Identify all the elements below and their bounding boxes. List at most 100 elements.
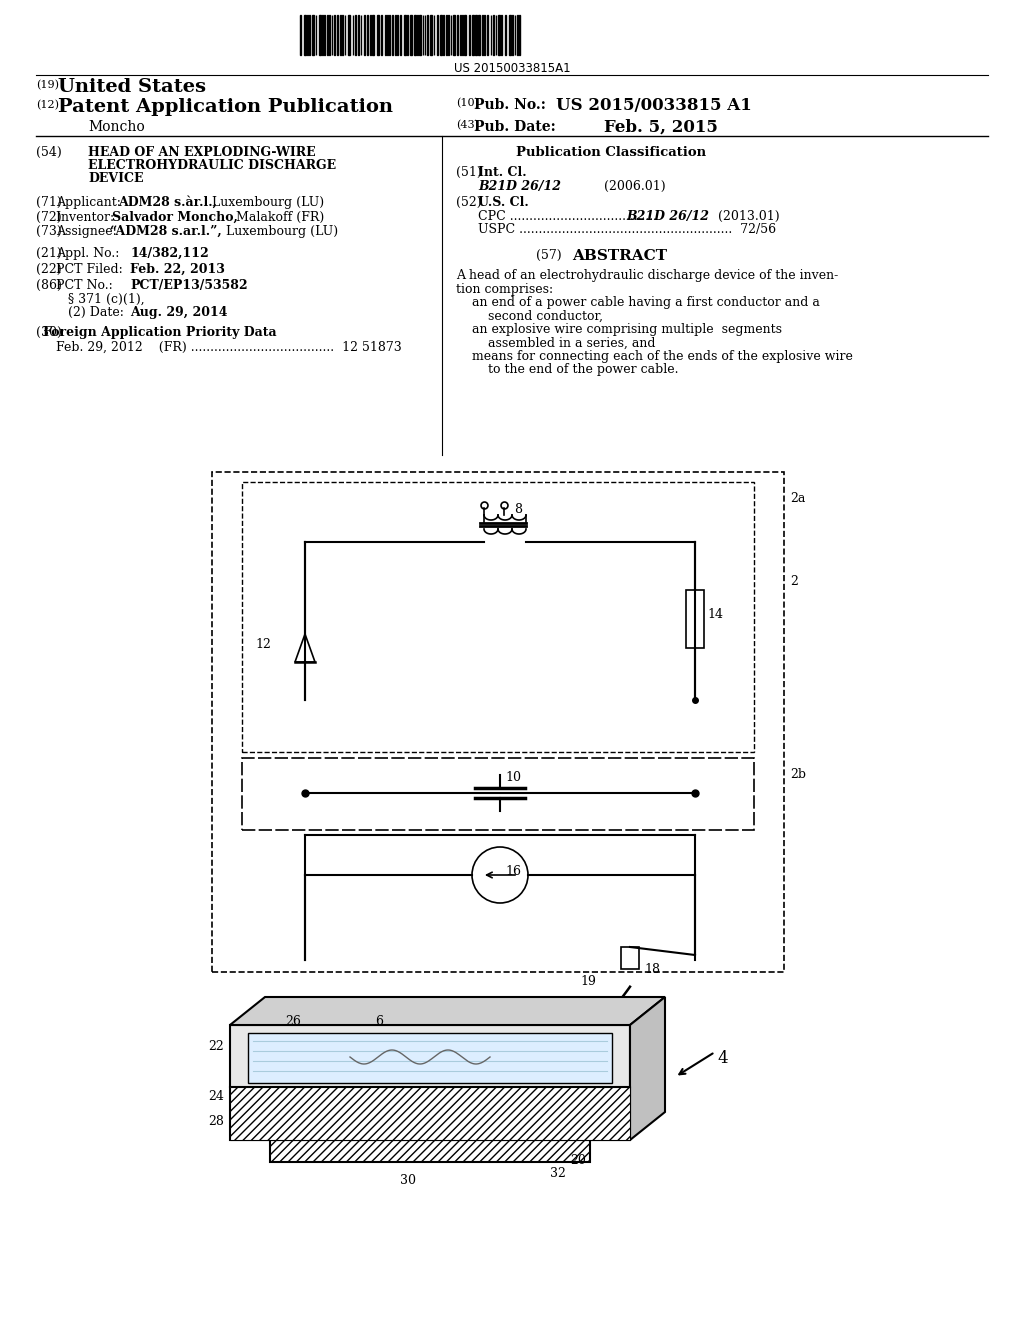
- Bar: [501, 15, 503, 55]
- Text: (73): (73): [36, 224, 61, 238]
- Bar: [340, 15, 341, 55]
- Bar: [472, 15, 474, 55]
- Text: 20: 20: [570, 1154, 586, 1167]
- Bar: [464, 15, 466, 55]
- Bar: [469, 15, 470, 55]
- Text: assembled in a series, and: assembled in a series, and: [456, 337, 655, 350]
- Text: 22: 22: [208, 1040, 224, 1053]
- Text: Feb. 5, 2015: Feb. 5, 2015: [604, 119, 718, 136]
- Text: A head of an electrohydraulic discharge device of the inven-: A head of an electrohydraulic discharge …: [456, 269, 839, 282]
- Text: ELECTROHYDRAULIC DISCHARGE: ELECTROHYDRAULIC DISCHARGE: [88, 158, 336, 172]
- Text: (2013.01): (2013.01): [714, 210, 779, 223]
- Text: Publication Classification: Publication Classification: [516, 147, 707, 158]
- Text: 4: 4: [717, 1049, 728, 1067]
- Text: 14/382,112: 14/382,112: [130, 247, 209, 260]
- Text: (2006.01): (2006.01): [604, 180, 666, 193]
- Bar: [377, 15, 379, 55]
- Bar: [304, 15, 306, 55]
- Bar: [486, 15, 488, 55]
- Text: 28: 28: [208, 1115, 224, 1129]
- Bar: [430, 15, 432, 55]
- Text: (43): (43): [456, 120, 479, 131]
- Text: 12: 12: [255, 638, 271, 651]
- Text: 6: 6: [375, 1015, 383, 1028]
- Text: Aug. 29, 2014: Aug. 29, 2014: [130, 306, 227, 319]
- Bar: [427, 15, 428, 55]
- Bar: [417, 15, 418, 55]
- Text: 2b: 2b: [790, 768, 806, 781]
- Bar: [312, 15, 313, 55]
- Bar: [319, 15, 322, 55]
- Text: Pub. No.:: Pub. No.:: [474, 98, 546, 112]
- Text: Luxembourg (LU): Luxembourg (LU): [222, 224, 338, 238]
- Bar: [327, 15, 328, 55]
- Polygon shape: [630, 997, 665, 1140]
- Text: Moncho: Moncho: [88, 120, 144, 135]
- Text: 2a: 2a: [790, 492, 805, 506]
- Text: (2) Date:: (2) Date:: [68, 306, 124, 319]
- Text: B21D 26/12: B21D 26/12: [626, 210, 709, 223]
- Text: PCT No.:: PCT No.:: [56, 279, 113, 292]
- Text: PCT/EP13/53582: PCT/EP13/53582: [130, 279, 248, 292]
- Text: U.S. Cl.: U.S. Cl.: [478, 195, 528, 209]
- Polygon shape: [295, 634, 315, 663]
- Text: Applicant:: Applicant:: [56, 195, 125, 209]
- Bar: [410, 15, 412, 55]
- Bar: [686, 590, 705, 648]
- Bar: [509, 15, 511, 55]
- Text: Foreign Application Priority Data: Foreign Application Priority Data: [43, 326, 276, 339]
- Text: (86): (86): [36, 279, 61, 292]
- Text: 19: 19: [580, 975, 596, 987]
- Bar: [342, 15, 343, 55]
- Text: 32: 32: [550, 1167, 566, 1180]
- Text: Pub. Date:: Pub. Date:: [474, 120, 556, 135]
- Text: (30): (30): [36, 326, 61, 339]
- Text: an end of a power cable having a first conductor and a: an end of a power cable having a first c…: [456, 296, 820, 309]
- Polygon shape: [230, 997, 665, 1026]
- Bar: [334, 15, 335, 55]
- Bar: [440, 15, 441, 55]
- Text: US 2015/0033815 A1: US 2015/0033815 A1: [556, 96, 752, 114]
- Bar: [512, 15, 513, 55]
- Bar: [391, 15, 393, 55]
- Text: 8: 8: [514, 503, 522, 516]
- Bar: [516, 15, 518, 55]
- Text: 2: 2: [790, 576, 798, 587]
- Bar: [505, 15, 506, 55]
- Text: Luxembourg (LU): Luxembourg (LU): [208, 195, 325, 209]
- Text: (22): (22): [36, 263, 61, 276]
- Text: Assignee:: Assignee:: [56, 224, 121, 238]
- Text: Salvador Moncho,: Salvador Moncho,: [112, 211, 238, 224]
- Bar: [270, 1140, 590, 1162]
- Text: (54): (54): [36, 147, 61, 158]
- Text: 26: 26: [285, 1015, 301, 1028]
- Bar: [230, 1086, 630, 1140]
- Text: 30: 30: [400, 1173, 416, 1187]
- Text: DEVICE: DEVICE: [88, 172, 143, 185]
- Text: (12): (12): [36, 100, 59, 111]
- Text: Int. Cl.: Int. Cl.: [478, 166, 526, 180]
- Bar: [212, 473, 784, 972]
- Text: (51): (51): [456, 166, 481, 180]
- Text: (52): (52): [456, 195, 481, 209]
- Text: (71): (71): [36, 195, 61, 209]
- Bar: [457, 15, 458, 55]
- Bar: [498, 15, 500, 55]
- Bar: [300, 15, 301, 55]
- Bar: [230, 1086, 630, 1140]
- Text: 18: 18: [644, 964, 660, 975]
- Text: to the end of the power cable.: to the end of the power cable.: [456, 363, 679, 376]
- Text: (21): (21): [36, 247, 61, 260]
- Text: § 371 (c)(1),: § 371 (c)(1),: [68, 293, 144, 306]
- Bar: [443, 15, 444, 55]
- Bar: [248, 1034, 612, 1082]
- Text: Feb. 22, 2013: Feb. 22, 2013: [130, 263, 225, 276]
- Text: means for connecting each of the ends of the explosive wire: means for connecting each of the ends of…: [456, 350, 853, 363]
- Text: tion comprises:: tion comprises:: [456, 282, 553, 296]
- Text: Patent Application Publication: Patent Application Publication: [58, 98, 393, 116]
- Bar: [354, 15, 356, 55]
- Text: ABSTRACT: ABSTRACT: [572, 249, 667, 263]
- Bar: [478, 15, 480, 55]
- Bar: [348, 15, 350, 55]
- Text: United States: United States: [58, 78, 206, 96]
